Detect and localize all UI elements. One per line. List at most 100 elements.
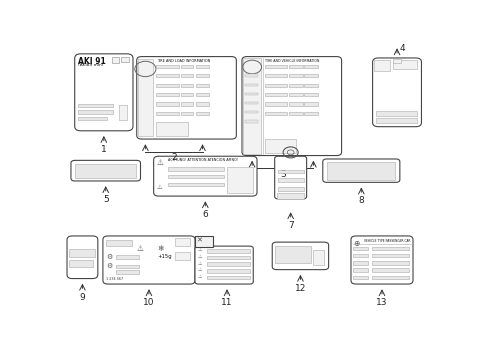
Bar [371, 276, 408, 279]
Bar [244, 120, 257, 122]
Bar [196, 93, 208, 96]
FancyBboxPatch shape [350, 236, 412, 284]
Bar [181, 102, 193, 106]
Text: ⚠: ⚠ [197, 261, 202, 266]
FancyBboxPatch shape [136, 56, 236, 139]
Bar [304, 84, 317, 87]
Text: ⊕: ⊕ [352, 239, 359, 248]
Bar [264, 93, 287, 96]
FancyBboxPatch shape [242, 56, 341, 156]
Bar [156, 122, 188, 136]
Bar [352, 261, 367, 265]
FancyBboxPatch shape [71, 160, 140, 181]
Bar [119, 105, 127, 120]
Bar [181, 93, 193, 96]
Text: TIRE AND LOAD INFORMATION: TIRE AND LOAD INFORMATION [157, 59, 210, 63]
Text: 8: 8 [358, 196, 363, 205]
FancyBboxPatch shape [153, 156, 257, 196]
Bar [375, 111, 416, 116]
Bar [352, 247, 367, 250]
Bar [106, 240, 132, 246]
Text: 10: 10 [143, 298, 154, 307]
Bar [156, 93, 179, 96]
Text: +15g: +15g [157, 254, 172, 259]
Text: AKI 91: AKI 91 [77, 57, 105, 66]
Bar [371, 254, 408, 257]
Bar [167, 167, 223, 171]
Bar [121, 56, 129, 62]
Bar [196, 112, 208, 115]
Bar [77, 104, 113, 107]
Bar [196, 84, 208, 87]
Bar [244, 84, 257, 86]
Bar [138, 59, 152, 136]
Text: VEHICLE TYPE PASSENGER CAR: VEHICLE TYPE PASSENGER CAR [363, 239, 409, 243]
Bar [116, 255, 138, 259]
Bar [277, 170, 303, 173]
Bar [156, 65, 179, 68]
Text: 6: 6 [202, 210, 208, 219]
Bar [264, 65, 287, 68]
Text: 12: 12 [294, 284, 305, 293]
Bar [207, 276, 249, 279]
Bar [244, 102, 257, 104]
Text: 13: 13 [376, 298, 387, 307]
Bar [227, 167, 252, 193]
Bar [264, 75, 287, 77]
Bar [312, 250, 323, 265]
FancyBboxPatch shape [195, 246, 253, 284]
Bar [69, 249, 95, 257]
Bar [289, 112, 302, 115]
Text: ⚙: ⚙ [106, 253, 112, 260]
Bar [371, 268, 408, 272]
Bar [156, 112, 179, 115]
Text: ⚠: ⚠ [197, 247, 202, 252]
Text: 7: 7 [287, 221, 293, 230]
Bar [175, 252, 190, 260]
Bar [156, 84, 179, 87]
Text: 1 234 567: 1 234 567 [106, 277, 123, 281]
FancyBboxPatch shape [75, 54, 133, 131]
Bar [156, 102, 179, 106]
Text: ⚠: ⚠ [136, 244, 143, 253]
Bar [393, 59, 400, 64]
Text: ⚠: ⚠ [197, 267, 202, 272]
Bar [375, 117, 416, 122]
Bar [352, 276, 367, 279]
Text: 9: 9 [79, 293, 85, 302]
Bar [264, 139, 296, 153]
Text: ✕: ✕ [196, 237, 202, 243]
Bar [207, 269, 249, 272]
Bar [175, 238, 190, 246]
Text: ❄: ❄ [157, 244, 164, 253]
Bar [242, 58, 260, 154]
Text: 5: 5 [103, 195, 108, 204]
FancyBboxPatch shape [274, 156, 306, 199]
Bar [352, 268, 367, 272]
Bar [289, 84, 302, 87]
Bar [304, 112, 317, 115]
Bar [116, 265, 138, 268]
Bar [244, 111, 257, 114]
Bar [207, 249, 249, 253]
Bar [156, 75, 179, 77]
Bar [371, 247, 408, 250]
Bar [276, 193, 304, 199]
FancyBboxPatch shape [103, 236, 195, 284]
Bar [374, 60, 389, 71]
Text: 4: 4 [399, 44, 405, 53]
Bar [289, 65, 302, 68]
Bar [77, 110, 113, 114]
Bar [207, 262, 249, 266]
Text: ⚠: ⚠ [197, 274, 202, 279]
Bar [304, 65, 317, 68]
Bar [275, 246, 310, 263]
Bar [112, 56, 119, 64]
Text: ⚠: ⚠ [156, 185, 162, 190]
Text: TIRE AND VEHICLE INFORMATION: TIRE AND VEHICLE INFORMATION [265, 59, 319, 63]
Bar [289, 75, 302, 77]
Bar [181, 112, 193, 115]
Bar [371, 261, 408, 265]
Bar [196, 65, 208, 68]
Bar [75, 164, 136, 178]
